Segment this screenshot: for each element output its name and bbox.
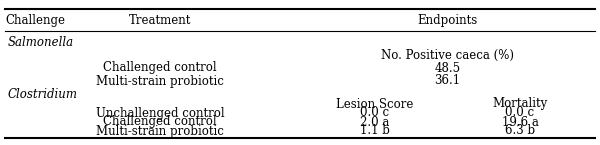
- Text: Multi-strain probiotic: Multi-strain probiotic: [96, 125, 224, 137]
- Text: Multi-strain probiotic: Multi-strain probiotic: [96, 75, 224, 87]
- Text: 19.6 a: 19.6 a: [502, 116, 538, 128]
- Text: 6.3 b: 6.3 b: [505, 125, 535, 137]
- Text: Mortality: Mortality: [493, 97, 548, 110]
- Text: 36.1: 36.1: [434, 75, 461, 87]
- Text: Treatment: Treatment: [129, 13, 191, 27]
- Text: 0.0 c: 0.0 c: [505, 106, 535, 119]
- Text: 1.1 b: 1.1 b: [360, 125, 390, 137]
- Text: 48.5: 48.5: [434, 61, 461, 75]
- Text: Challenged control: Challenged control: [103, 116, 217, 128]
- Text: Unchallenged control: Unchallenged control: [95, 106, 224, 119]
- Text: Salmonella: Salmonella: [8, 36, 74, 48]
- Text: Lesion Score: Lesion Score: [337, 97, 413, 110]
- Text: Challenged control: Challenged control: [103, 61, 217, 75]
- Text: No. Positive caeca (%): No. Positive caeca (%): [381, 48, 514, 61]
- Text: Endpoints: Endpoints: [418, 13, 478, 27]
- Text: 2.0 a: 2.0 a: [361, 116, 389, 128]
- Text: Clostridium: Clostridium: [8, 87, 78, 100]
- Text: 0.0 c: 0.0 c: [361, 106, 389, 119]
- Text: Challenge: Challenge: [5, 13, 65, 27]
